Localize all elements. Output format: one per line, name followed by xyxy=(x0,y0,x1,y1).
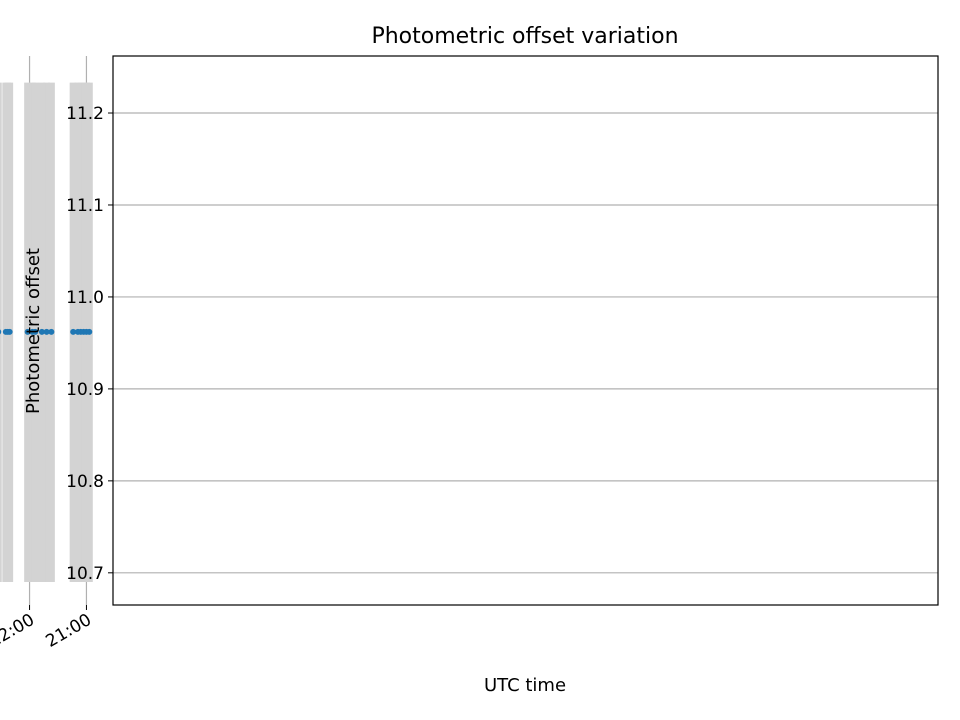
data-point xyxy=(0,329,2,335)
x-axis-label: UTC time xyxy=(484,675,566,696)
data-point xyxy=(70,328,77,335)
data-point xyxy=(2,328,9,335)
data-points xyxy=(0,328,93,335)
data-point xyxy=(29,328,36,335)
y-tick-label: 11.0 xyxy=(66,288,104,308)
data-point xyxy=(24,328,31,335)
y-tick-label: 10.8 xyxy=(66,472,104,492)
plot-frame xyxy=(112,55,939,606)
y-tick-label: 10.9 xyxy=(66,380,104,400)
data-point xyxy=(38,328,45,335)
data-point xyxy=(74,328,81,335)
data-point xyxy=(43,328,50,335)
y-tick-label: 10.7 xyxy=(66,564,104,584)
y-tick-label: 11.1 xyxy=(66,196,104,216)
data-point xyxy=(48,328,55,335)
y-tick-label: 11.2 xyxy=(66,104,104,124)
y-axis-label: Photometric offset xyxy=(23,248,44,414)
chart-title: Photometric offset variation xyxy=(371,24,678,49)
y-axis-ticks: 10.7 10.8 10.9 11.0 11.1 11.2 xyxy=(66,104,113,584)
